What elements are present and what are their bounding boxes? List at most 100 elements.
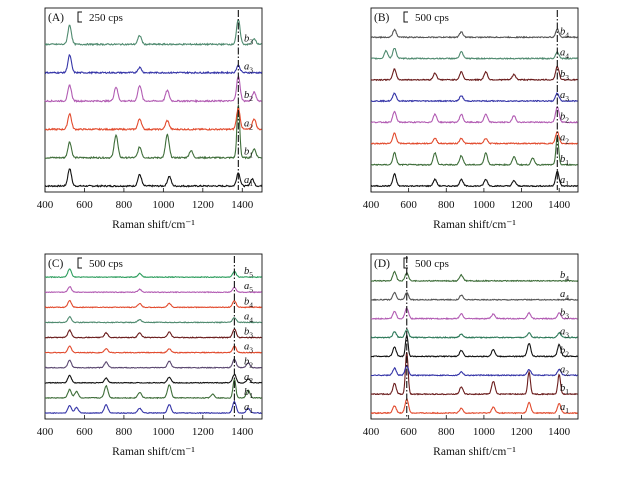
series-label: b1 <box>244 387 253 400</box>
x-tick-label: 400 <box>37 426 54 438</box>
x-tick-label: 1400 <box>231 199 254 211</box>
series-label: b2 <box>244 90 253 103</box>
scale-label: 250 cps <box>89 12 123 24</box>
x-tick-label: 1400 <box>231 426 254 438</box>
series-label: b2 <box>244 357 253 370</box>
series-label: b4 <box>560 270 569 283</box>
spectrum-line <box>44 377 262 400</box>
panel-label: (B) <box>374 12 390 24</box>
x-tick-label: 1400 <box>548 426 571 438</box>
series-label: a4 <box>560 48 569 61</box>
series-label: a4 <box>560 289 569 302</box>
x-tick-label: 1000 <box>152 199 175 211</box>
x-tick-label: 600 <box>76 426 93 438</box>
x-tick-label: 800 <box>438 426 455 438</box>
series-label: a4 <box>244 311 253 324</box>
plot-frame <box>44 7 263 193</box>
series-label: b3 <box>244 327 253 340</box>
x-tick-label: 1000 <box>152 426 175 438</box>
spectrum-line <box>370 131 578 145</box>
spectrum-line <box>44 19 262 47</box>
scale-bar <box>403 257 408 269</box>
spectrum-line <box>370 364 578 377</box>
spectrum-line <box>370 106 578 124</box>
spectrum-line <box>370 47 579 61</box>
x-tick-label: 400 <box>363 426 380 438</box>
spectrum-line <box>370 28 578 39</box>
series-label: a2 <box>560 364 569 377</box>
plot-frame <box>370 253 579 420</box>
x-tick-label: 600 <box>400 199 417 211</box>
x-tick-label: 1000 <box>473 426 496 438</box>
panel-a: (A) 250 cps Raman shift/cm⁻¹ 400 600 800 10… <box>37 7 263 231</box>
panel-d: (D) 500 cps Raman shift/cm⁻¹ 400 600 800 10… <box>363 253 579 458</box>
spectrum-line <box>44 358 262 369</box>
panel-label: (C) <box>48 258 64 270</box>
series-label: b3 <box>560 308 569 321</box>
scale-label: 500 cps <box>89 258 123 270</box>
x-tick-label: 800 <box>116 426 133 438</box>
spectrum-line <box>44 400 262 415</box>
spectrum-line <box>370 135 578 167</box>
series-label: a1 <box>560 175 569 188</box>
series-label: b1 <box>244 147 253 160</box>
x-axis-label: Raman shift/cm⁻¹ <box>112 219 195 231</box>
series-label: a3 <box>244 62 253 75</box>
panel-label: (D) <box>374 258 390 270</box>
plot-frame <box>370 7 579 193</box>
spectrum-line <box>370 335 578 358</box>
panel-b: (B) 500 cps Raman shift/cm⁻¹ 400 600 800 10… <box>363 7 579 231</box>
spectrum-line <box>44 268 262 279</box>
spectrum-line <box>44 328 262 339</box>
panel-label: (A) <box>48 12 64 24</box>
x-tick-label: 600 <box>76 199 93 211</box>
x-tick-label: 1400 <box>548 199 571 211</box>
spectrum-line <box>371 328 578 339</box>
spectrum-line <box>44 107 262 132</box>
spectrum-line <box>370 397 578 415</box>
spectrum-line <box>44 315 262 324</box>
spectrum-line <box>370 170 578 188</box>
x-tick-label: 800 <box>438 199 455 211</box>
spectrum-line <box>44 373 262 384</box>
x-axis-label: Raman shift/cm⁻¹ <box>112 446 195 458</box>
x-tick-label: 400 <box>37 199 54 211</box>
spectrum-line <box>44 104 262 160</box>
series-label: b1 <box>560 154 569 167</box>
spectrum-line <box>44 75 262 103</box>
spectrum-line <box>370 65 578 82</box>
spectrum-line <box>44 345 262 354</box>
scale-bar <box>77 257 82 269</box>
series-label: b4 <box>244 296 253 309</box>
scale-label: 500 cps <box>415 12 449 24</box>
series-label: a5 <box>244 281 253 294</box>
x-tick-label: 1200 <box>192 426 215 438</box>
spectrum-line <box>44 286 262 294</box>
x-tick-label: 1200 <box>511 199 534 211</box>
spectrum-line <box>370 270 579 283</box>
spectrum-line <box>44 299 262 309</box>
series-label: a3 <box>560 327 569 340</box>
scale-bar <box>403 11 408 23</box>
x-tick-label: 1000 <box>473 199 496 211</box>
x-tick-label: 1200 <box>511 426 534 438</box>
x-tick-label: 800 <box>116 199 133 211</box>
spectrum-line <box>370 351 578 396</box>
series-label: a1 <box>560 402 569 415</box>
scale-bar <box>77 11 82 23</box>
series-label: b5 <box>244 266 253 279</box>
x-axis-label: Raman shift/cm⁻¹ <box>433 219 516 231</box>
series-label: a1 <box>244 175 253 188</box>
series-label: b3 <box>560 69 569 82</box>
x-tick-label: 400 <box>363 199 380 211</box>
panel-c: (C) 500 cps Raman shift/cm⁻¹ 400 600 800 10… <box>37 253 263 458</box>
series-label: b2 <box>560 345 569 358</box>
series-label: a2 <box>244 372 253 385</box>
x-axis-label: Raman shift/cm⁻¹ <box>433 446 516 458</box>
spectrum-line <box>370 291 578 302</box>
x-tick-label: 600 <box>400 426 417 438</box>
series-label: a2 <box>244 118 253 131</box>
spectrum-line <box>44 168 263 188</box>
series-label: a2 <box>560 133 569 146</box>
